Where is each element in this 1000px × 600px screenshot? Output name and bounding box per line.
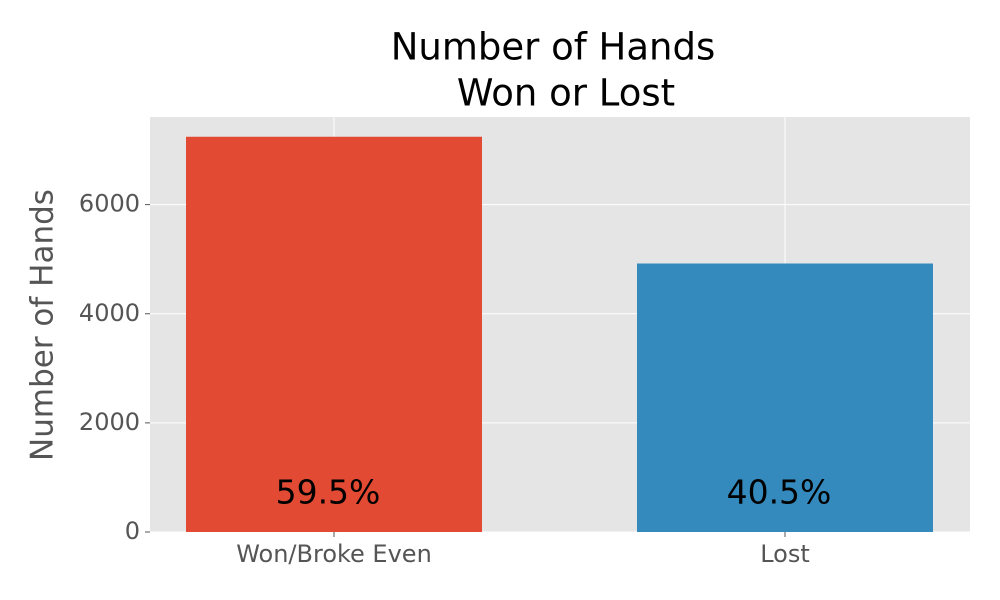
y-axis-label: Number of Hands	[25, 189, 61, 461]
chart-title: Number of Hands	[391, 26, 716, 69]
x-tick-label: Won/Broke Even	[236, 540, 432, 568]
y-tick-label: 4000	[79, 299, 140, 327]
x-tick-label: Lost	[760, 540, 810, 568]
bar	[637, 263, 933, 532]
bar-annotation: 40.5%	[727, 473, 832, 512]
y-tick-label: 2000	[79, 408, 140, 436]
bar-annotation: 59.5%	[276, 473, 381, 512]
bar	[186, 136, 482, 532]
chart-title: Won or Lost	[457, 72, 675, 115]
y-tick-label: 6000	[79, 190, 140, 218]
y-tick-label: 0	[125, 517, 140, 545]
